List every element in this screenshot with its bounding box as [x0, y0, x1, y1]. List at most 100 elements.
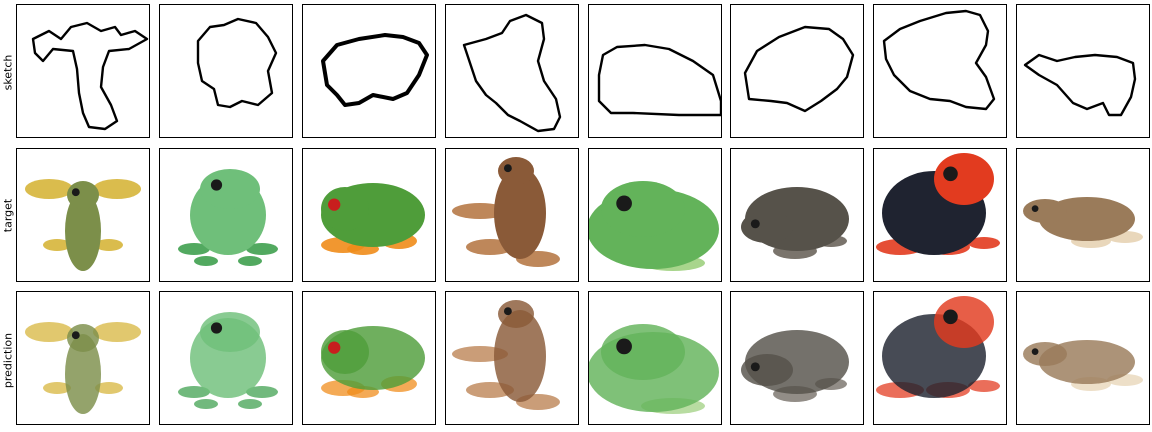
frog-head [601, 324, 685, 380]
frog-head [498, 157, 534, 185]
cell-sketch-3 [302, 4, 436, 138]
cell-target-8 [1016, 148, 1150, 282]
frog-body [494, 310, 546, 402]
frog-image [25, 179, 141, 271]
cell-sketch-8 [1016, 4, 1150, 138]
frog-body [65, 334, 101, 414]
frog-image [876, 153, 1000, 255]
sketch-stroke [882, 9, 996, 111]
frog-body [494, 167, 546, 259]
frog-head [67, 181, 99, 209]
sketch-outline [1023, 53, 1137, 117]
frog-limb [93, 322, 141, 342]
frog-image [178, 312, 278, 409]
row-label-target: target [1, 198, 15, 233]
frog-image [452, 300, 560, 410]
sketch-stroke [1023, 53, 1137, 117]
frog-limb [452, 203, 508, 219]
frog-limb [968, 237, 1000, 249]
cell-target-1 [16, 148, 150, 282]
frog-image [178, 169, 278, 266]
sketch-stroke [31, 21, 149, 131]
sketch-outline [196, 17, 278, 109]
frog-image [1023, 340, 1143, 391]
cell-prediction-5 [588, 291, 722, 425]
frog-eye [210, 179, 223, 191]
frog-eye [943, 166, 958, 182]
frog-limb [95, 382, 123, 394]
frog-eye [328, 341, 341, 354]
frog-limb [246, 243, 278, 255]
frog-eye [328, 198, 341, 211]
cell-sketch-7 [873, 4, 1007, 138]
sketch-outline [882, 9, 996, 111]
frog-head [934, 296, 994, 348]
frog-head [200, 312, 260, 352]
cell-prediction-2 [159, 291, 293, 425]
frog-image [876, 296, 1000, 398]
frog-limb [178, 386, 210, 398]
frog-eye [943, 309, 958, 325]
frog-eye [1031, 348, 1039, 355]
frog-limb [968, 380, 1000, 392]
frog-image [589, 324, 719, 414]
frog-limb [194, 256, 218, 266]
cell-sketch-5 [588, 4, 722, 138]
frog-head [1023, 199, 1067, 223]
frog-limb [194, 399, 218, 409]
frog-eye [503, 307, 512, 316]
frog-eye [503, 164, 512, 173]
cell-target-5 [588, 148, 722, 282]
frog-image [741, 187, 849, 259]
sketch-outline [597, 43, 721, 117]
frog-head [200, 169, 260, 209]
frog-head [321, 187, 369, 231]
cell-target-7 [873, 148, 1007, 282]
frog-eye [616, 195, 632, 212]
frog-image [452, 157, 560, 267]
frog-head [67, 324, 99, 352]
frog-head [741, 211, 793, 243]
cell-sketch-6 [730, 4, 864, 138]
frog-limb [43, 382, 71, 394]
frog-eye [71, 188, 80, 197]
sketch-outline [31, 21, 149, 131]
frog-limb [452, 346, 508, 362]
sketch-outline [462, 13, 562, 133]
cell-sketch-1 [16, 4, 150, 138]
cell-sketch-4 [445, 4, 579, 138]
frog-image [741, 330, 849, 402]
sketch-stroke [743, 25, 855, 113]
frog-body [65, 191, 101, 271]
frog-eye [750, 362, 760, 372]
sketch-stroke [597, 43, 721, 117]
frog-eye [71, 331, 80, 340]
frog-limb [43, 239, 71, 251]
row-label-prediction: prediction [1, 332, 15, 389]
sketch-outline [321, 33, 429, 107]
frog-head [934, 153, 994, 205]
sketch-outline [743, 25, 855, 113]
cell-target-4 [445, 148, 579, 282]
cell-target-6 [730, 148, 864, 282]
frog-eye [616, 338, 632, 355]
sketch-stroke [321, 33, 429, 107]
frog-image [1023, 197, 1143, 248]
cell-prediction-1 [16, 291, 150, 425]
cell-target-3 [302, 148, 436, 282]
sketch-stroke [196, 17, 278, 109]
cell-prediction-3 [302, 291, 436, 425]
frog-eye [1031, 205, 1039, 212]
frog-image [25, 322, 141, 414]
frog-eye [750, 219, 760, 229]
cell-prediction-8 [1016, 291, 1150, 425]
frog-eye [210, 322, 223, 334]
frog-head [741, 354, 793, 386]
cell-prediction-4 [445, 291, 579, 425]
sketch-stroke [462, 13, 562, 133]
cell-prediction-6 [730, 291, 864, 425]
cell-prediction-7 [873, 291, 1007, 425]
cell-sketch-2 [159, 4, 293, 138]
frog-image [321, 183, 425, 255]
